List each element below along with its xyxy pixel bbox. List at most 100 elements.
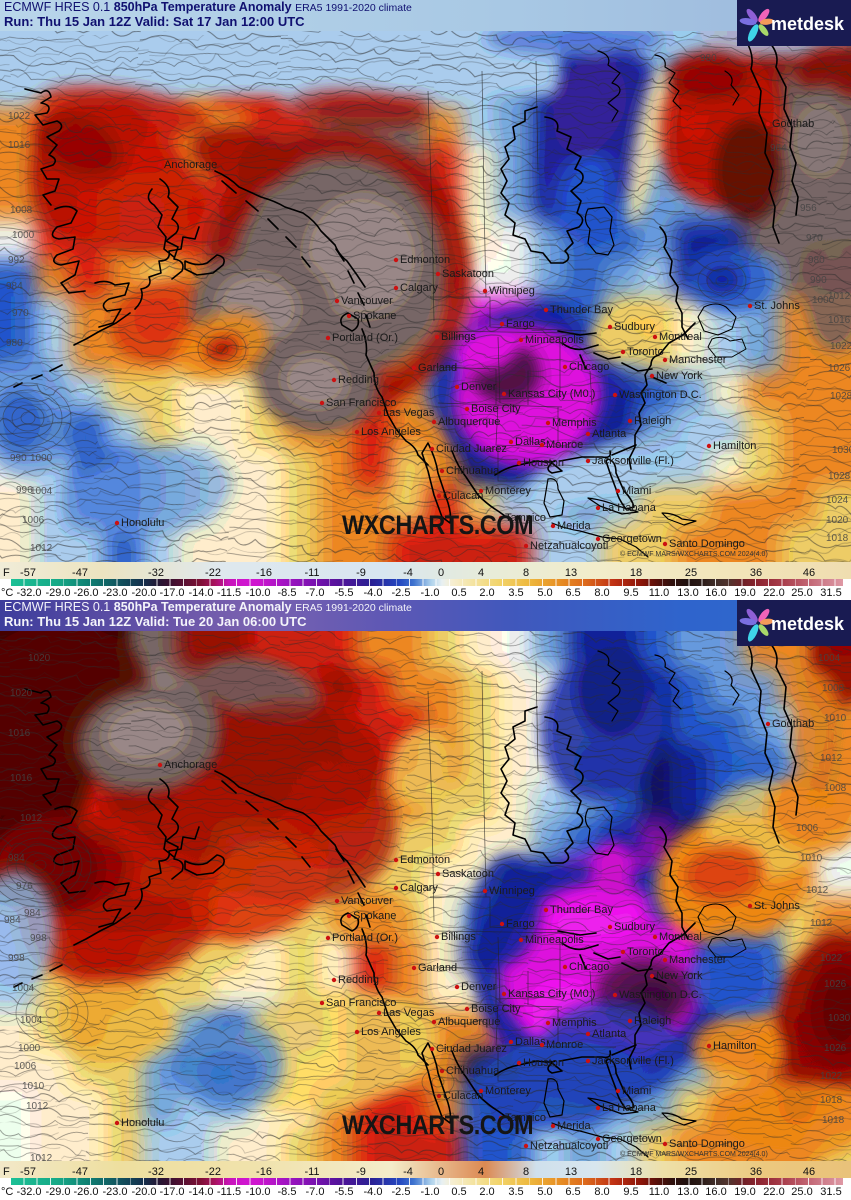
svg-text:970: 970: [806, 233, 823, 244]
svg-text:Godthab: Godthab: [772, 718, 814, 730]
svg-text:1012: 1012: [828, 291, 851, 302]
svg-text:Chihuahua: Chihuahua: [446, 465, 500, 477]
svg-text:1022: 1022: [820, 1071, 843, 1082]
svg-text:1004: 1004: [20, 1015, 43, 1026]
svg-text:Las Vegas: Las Vegas: [383, 1007, 435, 1019]
svg-text:Houston: Houston: [523, 457, 564, 469]
svg-text:Saskatoon: Saskatoon: [442, 868, 494, 880]
svg-text:Dallas: Dallas: [515, 1036, 546, 1048]
svg-text:Toronto: Toronto: [627, 946, 664, 958]
svg-text:Montreal: Montreal: [659, 931, 702, 943]
svg-text:Denver: Denver: [461, 981, 497, 993]
svg-text:984: 984: [6, 281, 23, 292]
svg-text:1012: 1012: [810, 918, 833, 929]
svg-text:1012: 1012: [20, 813, 43, 824]
svg-text:New York: New York: [656, 370, 703, 382]
svg-text:1008: 1008: [824, 783, 847, 794]
svg-text:Ciudad Juarez: Ciudad Juarez: [436, 443, 507, 455]
svg-text:Edmonton: Edmonton: [400, 854, 450, 866]
svg-text:Tampico: Tampico: [505, 512, 546, 524]
svg-text:1010: 1010: [800, 853, 823, 864]
svg-text:Honolulu: Honolulu: [121, 1117, 164, 1129]
svg-text:990: 990: [10, 453, 27, 464]
svg-text:Sudbury: Sudbury: [614, 321, 655, 333]
svg-text:Vancouver: Vancouver: [341, 895, 393, 907]
svg-text:Garland: Garland: [418, 362, 457, 374]
svg-text:1020: 1020: [826, 515, 849, 526]
svg-text:Washington D.C.: Washington D.C.: [619, 989, 702, 1001]
svg-text:984: 984: [24, 908, 41, 919]
svg-text:Chicago: Chicago: [569, 961, 609, 973]
svg-text:980: 980: [700, 53, 717, 64]
svg-text:Kansas City (M0.): Kansas City (M0.): [508, 988, 595, 1000]
svg-text:1024: 1024: [826, 495, 849, 506]
svg-text:1012: 1012: [820, 753, 843, 764]
svg-text:Merida: Merida: [557, 520, 592, 532]
svg-text:Raleigh: Raleigh: [634, 1015, 671, 1027]
svg-text:1030: 1030: [832, 445, 851, 456]
svg-text:Memphis: Memphis: [552, 1017, 597, 1029]
svg-text:1012: 1012: [806, 885, 829, 896]
svg-text:Calgary: Calgary: [400, 882, 438, 894]
svg-text:980: 980: [808, 255, 825, 266]
svg-text:Georgetown: Georgetown: [602, 533, 662, 545]
svg-text:Santo Domingo: Santo Domingo: [669, 1138, 745, 1150]
svg-text:980: 980: [6, 338, 23, 349]
svg-text:Winnipeg: Winnipeg: [489, 885, 535, 897]
svg-text:New York: New York: [656, 970, 703, 982]
svg-text:1010: 1010: [824, 713, 847, 724]
svg-text:Atlanta: Atlanta: [592, 428, 627, 440]
svg-text:Minneapolis: Minneapolis: [525, 934, 584, 946]
svg-text:984: 984: [4, 915, 21, 926]
svg-text:Jacksonville (Fl.): Jacksonville (Fl.): [592, 455, 674, 467]
svg-text:Netzahualcoyotl: Netzahualcoyotl: [530, 540, 608, 552]
svg-text:Calgary: Calgary: [400, 282, 438, 294]
svg-text:1012: 1012: [30, 543, 53, 554]
svg-text:Miami: Miami: [622, 1085, 651, 1097]
svg-text:Chihuahua: Chihuahua: [446, 1065, 500, 1077]
svg-text:Portland (Or.): Portland (Or.): [332, 332, 398, 344]
svg-text:Dallas: Dallas: [515, 436, 546, 448]
svg-text:Hamilton: Hamilton: [713, 440, 756, 452]
svg-text:1012: 1012: [30, 1153, 53, 1162]
svg-text:Billings: Billings: [441, 931, 476, 943]
svg-text:1000: 1000: [30, 453, 53, 464]
svg-text:Chicago: Chicago: [569, 361, 609, 373]
svg-text:Culacan: Culacan: [443, 1090, 483, 1102]
svg-text:St. Johns: St. Johns: [754, 900, 800, 912]
svg-text:1000: 1000: [18, 1043, 41, 1054]
svg-text:Toronto: Toronto: [627, 346, 664, 358]
svg-text:Los Angeles: Los Angeles: [361, 1026, 421, 1038]
svg-text:Portland (Or.): Portland (Or.): [332, 932, 398, 944]
svg-text:Las Vegas: Las Vegas: [383, 407, 435, 419]
svg-text:Godthab: Godthab: [772, 118, 814, 130]
svg-text:1006: 1006: [796, 823, 819, 834]
svg-text:Jacksonville (Fl.): Jacksonville (Fl.): [592, 1055, 674, 1067]
svg-text:Redding: Redding: [338, 974, 379, 986]
svg-text:Netzahualcoyotl: Netzahualcoyotl: [530, 1140, 608, 1152]
svg-text:Redding: Redding: [338, 374, 379, 386]
svg-text:1016: 1016: [10, 773, 33, 784]
svg-text:1022: 1022: [820, 953, 843, 964]
svg-text:1020: 1020: [10, 688, 33, 699]
svg-text:Anchorage: Anchorage: [164, 159, 217, 171]
svg-text:Monterey: Monterey: [485, 1085, 531, 1097]
svg-text:Garland: Garland: [418, 962, 457, 974]
svg-text:1020: 1020: [28, 653, 51, 664]
svg-text:Monroe: Monroe: [546, 439, 583, 451]
svg-text:990: 990: [810, 275, 827, 286]
svg-text:Sudbury: Sudbury: [614, 921, 655, 933]
svg-text:998: 998: [8, 953, 25, 964]
svg-text:Montreal: Montreal: [659, 331, 702, 343]
svg-text:Albuquerque: Albuquerque: [438, 1016, 500, 1028]
svg-text:Monroe: Monroe: [546, 1039, 583, 1051]
svg-text:Edmonton: Edmonton: [400, 254, 450, 266]
svg-text:1000: 1000: [12, 230, 35, 241]
svg-text:Georgetown: Georgetown: [602, 1133, 662, 1145]
svg-text:Thunder Bay: Thunder Bay: [550, 304, 613, 316]
svg-text:Spokane: Spokane: [353, 910, 396, 922]
svg-text:1006: 1006: [22, 515, 45, 526]
svg-text:Denver: Denver: [461, 381, 497, 393]
svg-text:Fargo: Fargo: [506, 918, 535, 930]
svg-text:San Francisco: San Francisco: [326, 997, 396, 1009]
